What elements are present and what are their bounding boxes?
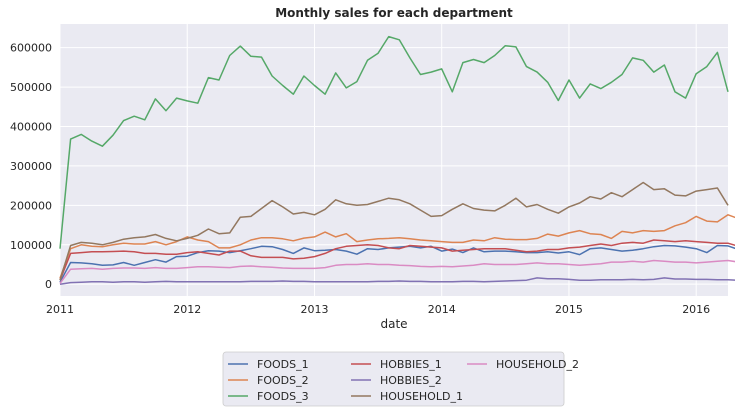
series-line-household-2	[59, 259, 735, 284]
y-tick-label: 600000	[10, 42, 52, 55]
legend-label: HOUSEHOLD_1	[380, 390, 463, 403]
series-line-hobbies-1	[59, 239, 735, 281]
y-tick-label: 100000	[10, 239, 52, 252]
series-line-hobbies-2	[59, 277, 735, 285]
series-line-foods-1	[59, 244, 735, 283]
y-tick-label: 500000	[10, 81, 52, 94]
x-tick-label: 2012	[173, 303, 201, 316]
series-line-foods-3	[59, 35, 729, 249]
legend-label: HOBBIES_1	[380, 358, 442, 371]
legend-label: FOODS_3	[257, 390, 309, 403]
y-tick-labels: 0 100000 200000 300000 400000 500000 600000	[10, 42, 52, 292]
x-tick-label: 2011	[46, 303, 74, 316]
legend: FOODS_1 FOODS_2 FOODS_3 HOBBIES_1 HOBBIES_2 H…	[222, 351, 579, 407]
y-tick-label: 400000	[10, 120, 52, 133]
x-tick-label: 2013	[300, 303, 328, 316]
legend-label: HOBBIES_2	[380, 374, 442, 387]
x-axis-label: date	[380, 317, 407, 331]
legend-label: HOUSEHOLD_2	[496, 358, 579, 371]
legend-box	[222, 351, 565, 407]
series-lines	[59, 35, 735, 285]
chart-title: Monthly sales for each department	[275, 6, 513, 20]
x-tick-label: 2015	[555, 303, 583, 316]
x-tick-label: 2014	[428, 303, 456, 316]
x-tick-label: 2016	[682, 303, 710, 316]
x-tick-labels: 2011 2012 2013 2014 2015 2016	[46, 303, 710, 316]
y-tick-label: 300000	[10, 160, 52, 173]
series-line-household-1	[59, 181, 729, 281]
y-tick-label: 0	[45, 278, 52, 291]
legend-label: FOODS_2	[257, 374, 309, 387]
legend-label: FOODS_1	[257, 358, 309, 371]
series-line-foods-2	[59, 214, 735, 279]
y-tick-label: 200000	[10, 199, 52, 212]
